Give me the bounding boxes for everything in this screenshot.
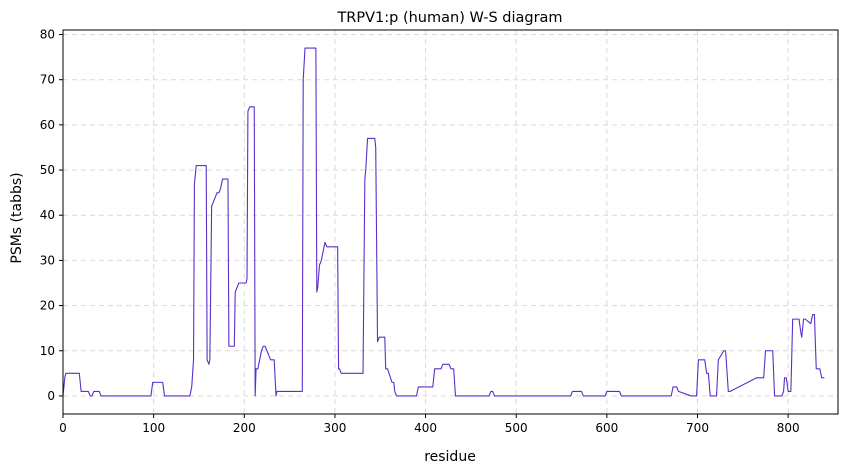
y-axis-label: PSMs (tabbs) <box>9 172 25 263</box>
y-tick-label: 10 <box>40 344 55 358</box>
x-tick-label: 500 <box>505 421 528 435</box>
x-axis: 0 100 200 300 400 500 600 700 800 <box>59 414 800 435</box>
x-tick-label: 300 <box>323 421 346 435</box>
y-tick-label: 50 <box>40 163 55 177</box>
series-layer <box>62 47 825 397</box>
y-tick-label: 80 <box>40 28 55 42</box>
grid <box>63 30 838 414</box>
series-line <box>62 47 825 397</box>
y-tick-label: 70 <box>40 73 55 87</box>
chart-title: TRPV1:p (human) W-S diagram <box>336 10 562 26</box>
y-tick-label: 0 <box>47 389 55 403</box>
y-axis: 0 10 20 30 40 50 60 70 80 <box>40 28 63 403</box>
x-tick-label: 200 <box>233 421 256 435</box>
x-tick-label: 0 <box>59 421 67 435</box>
x-tick-label: 600 <box>595 421 618 435</box>
x-tick-label: 400 <box>414 421 437 435</box>
x-axis-label: residue <box>424 449 476 465</box>
y-tick-label: 40 <box>40 208 55 222</box>
x-tick-label: 800 <box>777 421 800 435</box>
x-tick-label: 700 <box>686 421 709 435</box>
plot-frame <box>62 29 839 415</box>
y-tick-label: 60 <box>40 118 55 132</box>
y-tick-label: 30 <box>40 253 55 267</box>
y-tick-label: 20 <box>40 299 55 313</box>
x-tick-label: 100 <box>142 421 165 435</box>
